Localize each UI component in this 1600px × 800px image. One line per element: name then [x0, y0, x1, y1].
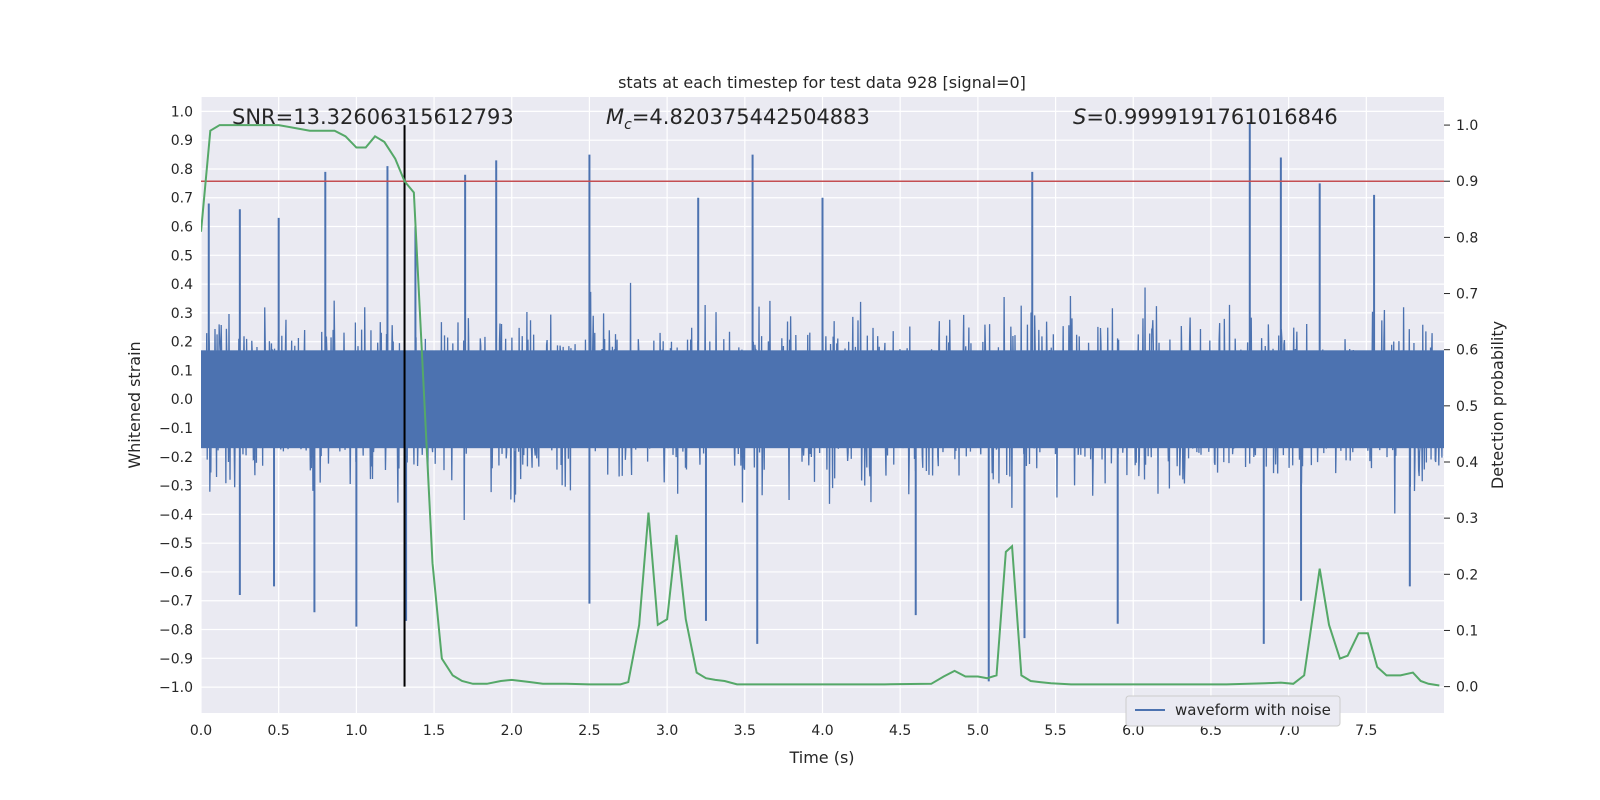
chart-title: stats at each timestep for test data 928… [618, 73, 1026, 92]
y-left-tick-label: 0.4 [171, 277, 193, 293]
x-tick-label: 7.5 [1355, 723, 1377, 739]
x-axis-ticks: 0.0 0.5 1.0 1.5 2.0 2.5 3.0 3.5 4.0 4.5 5.0 5.5 6.0 6… [190, 723, 1378, 739]
y-right-tick-label: 0.4 [1456, 455, 1478, 471]
y-left-tick-label: 0.9 [171, 133, 193, 149]
legend-label: waveform with noise [1175, 701, 1331, 719]
x-tick-label: 1.5 [423, 723, 445, 739]
y-right-axis-label: Detection probability [1488, 321, 1507, 489]
y-left-tick-label: −1.0 [159, 680, 193, 696]
y-left-tick-label: −0.3 [159, 479, 193, 495]
y-left-tick-label: 0.7 [171, 191, 193, 207]
y-left-tick-label: 0.2 [171, 335, 193, 351]
y-left-tick-label: −0.4 [159, 507, 193, 523]
s-annotation: S=0.9999191761016846 [1073, 105, 1338, 129]
y-left-tick-label: −0.1 [159, 421, 193, 437]
y-right-tick-label: 0.7 [1456, 287, 1478, 303]
y-right-tick-label: 0.5 [1456, 399, 1478, 415]
x-tick-label: 1.0 [345, 723, 367, 739]
y-right-axis-ticks: 1.0 0.9 0.8 0.7 0.6 0.5 0.4 0.3 0.2 0.1 0.0 [1444, 118, 1478, 696]
y-left-tick-label: −0.5 [159, 536, 193, 552]
y-left-tick-label: 0.5 [171, 248, 193, 264]
chirp-mass-annotation: Mc=4.820375442504883 [606, 105, 870, 133]
y-right-tick-label: 1.0 [1456, 118, 1478, 134]
x-tick-label: 2.5 [578, 723, 600, 739]
chirp-mass-symbol: M [606, 105, 624, 129]
x-tick-label: 7.0 [1277, 723, 1299, 739]
x-tick-label: 4.5 [889, 723, 911, 739]
y-right-tick-label: 0.9 [1456, 174, 1478, 190]
x-tick-label: 5.5 [1044, 723, 1066, 739]
s-value: =0.9999191761016846 [1086, 105, 1337, 129]
y-left-tick-label: −0.6 [159, 565, 193, 581]
y-right-tick-label: 0.1 [1456, 623, 1478, 639]
legend-box [1125, 695, 1341, 727]
s-symbol: S [1073, 105, 1086, 129]
x-tick-label: 6.5 [1200, 723, 1222, 739]
x-axis-label: Time (s) [788, 748, 854, 767]
y-left-tick-label: −0.2 [159, 450, 193, 466]
y-left-tick-label: 1.0 [171, 104, 193, 120]
y-left-tick-label: −0.7 [159, 594, 193, 610]
x-tick-label: 2.0 [501, 723, 523, 739]
x-tick-label: 3.5 [734, 723, 756, 739]
y-right-tick-label: 0.0 [1456, 680, 1478, 696]
y-left-tick-label: 0.6 [171, 220, 193, 236]
y-right-tick-label: 0.6 [1456, 343, 1478, 359]
y-left-tick-label: 0.3 [171, 306, 193, 322]
x-tick-label: 3.0 [656, 723, 678, 739]
legend: waveform with noise [1125, 695, 1341, 727]
x-tick-label: 5.0 [967, 723, 989, 739]
x-tick-label: 0.0 [190, 723, 212, 739]
x-tick-label: 0.5 [268, 723, 290, 739]
y-right-tick-label: 0.2 [1456, 567, 1478, 583]
detection-probability-line [201, 124, 1440, 687]
snr-annotation: SNR=13.32606315612793 [232, 105, 514, 129]
y-left-tick-label: −0.9 [159, 651, 193, 667]
waveform-with-noise-series [201, 122, 1444, 682]
x-tick-label: 6.0 [1122, 723, 1144, 739]
y-left-tick-label: 0.1 [171, 363, 193, 379]
y-right-tick-label: 0.3 [1456, 511, 1478, 527]
x-tick-label: 4.0 [811, 723, 833, 739]
y-left-tick-label: −0.8 [159, 623, 193, 639]
chirp-mass-subscript: c [624, 117, 632, 133]
y-left-axis-label: Whitened strain [125, 341, 144, 468]
y-left-tick-label: 0.8 [171, 162, 193, 178]
y-left-tick-label: 0.0 [171, 392, 193, 408]
chirp-mass-value: =4.820375442504883 [632, 105, 870, 129]
y-right-tick-label: 0.8 [1456, 230, 1478, 246]
y-left-axis-ticks: 1.0 0.9 0.8 0.7 0.6 0.5 0.4 0.3 0.2 0.1 0.0 −0.1 −0.… [159, 104, 193, 696]
